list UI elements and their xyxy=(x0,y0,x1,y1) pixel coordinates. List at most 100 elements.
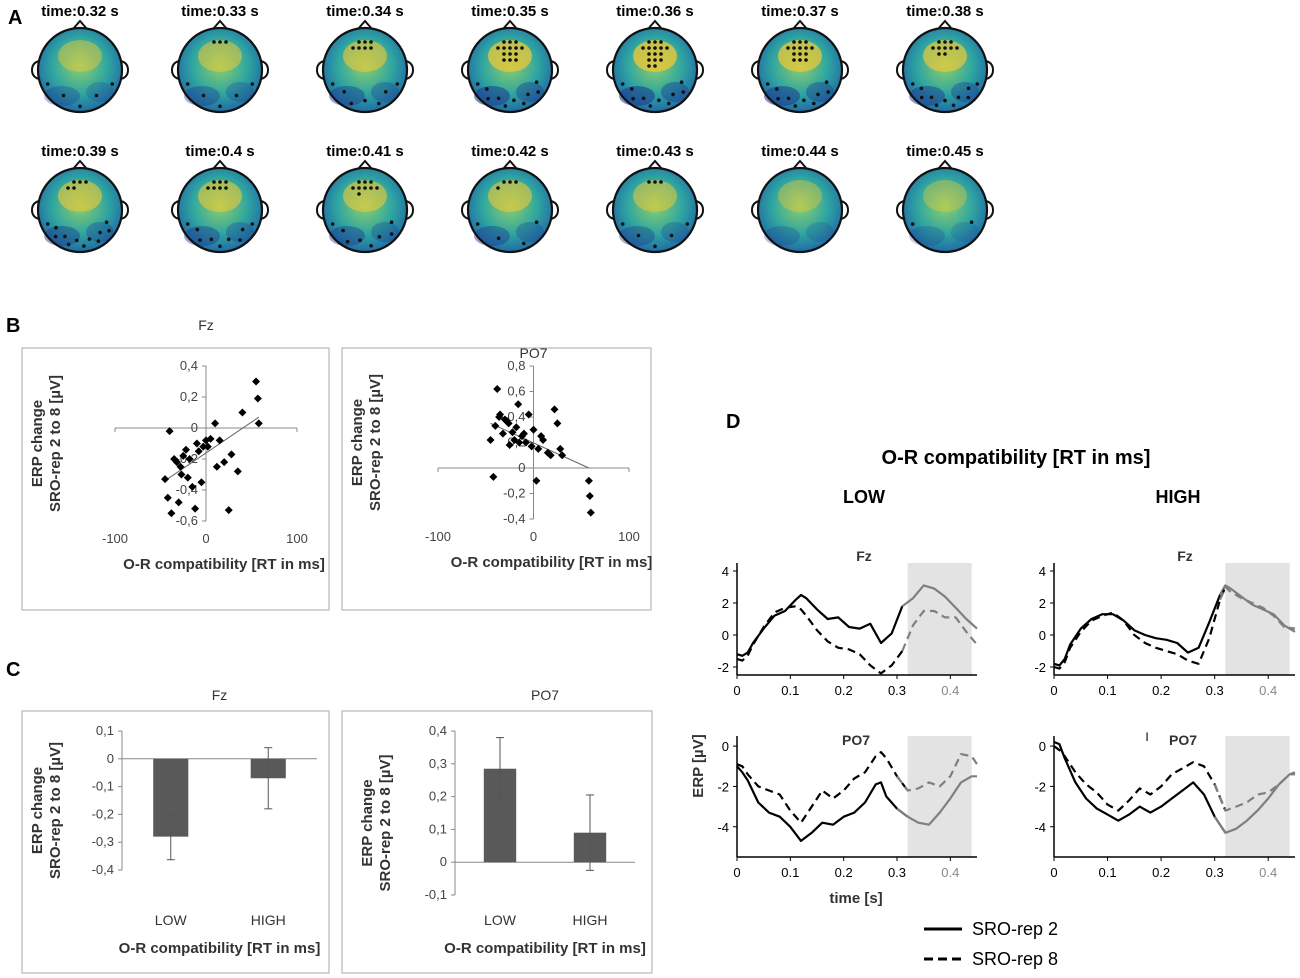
y-axis-label-line1: ERP change xyxy=(359,779,376,866)
topomap-electrode xyxy=(653,180,657,184)
topomap-title: time:0.4 s xyxy=(185,143,254,160)
scatter-point xyxy=(486,435,495,444)
scatter-point xyxy=(206,434,215,443)
x-tick-label: 0.1 xyxy=(1099,865,1117,880)
topomap-head xyxy=(605,19,705,114)
y-tick-label: -0,6 xyxy=(176,513,198,528)
x-tick-label: 0.4 xyxy=(1259,683,1277,698)
topomap-electrode xyxy=(955,46,959,50)
x-tick-label: 0.2 xyxy=(835,865,853,880)
topomap-electrode xyxy=(63,234,67,239)
scatter-point xyxy=(585,492,594,501)
topomap-title: time:0.39 s xyxy=(41,143,119,160)
topomap-title: time:0.42 s xyxy=(471,143,549,160)
y-tick-label: 0,4 xyxy=(507,409,525,424)
topomap-posterior-cold xyxy=(474,86,510,106)
topomap-electrode xyxy=(685,222,690,226)
scatter-point xyxy=(489,472,498,481)
topomap-electrode xyxy=(630,87,634,91)
topomap-electrode xyxy=(357,46,361,50)
scatter-point xyxy=(224,506,233,515)
erp-line-rep8-window xyxy=(896,752,978,792)
x-tick-label: -100 xyxy=(102,531,128,546)
chart-title: PO7 xyxy=(531,687,559,703)
topomap-electrode xyxy=(212,180,216,184)
panel-label-d: D xyxy=(726,411,740,433)
scatter-point xyxy=(215,436,224,445)
topomap-electrode xyxy=(87,237,92,241)
topomap-electrode xyxy=(812,101,816,106)
panel-d-col-low: LOW xyxy=(843,487,885,507)
y-tick-label: -2 xyxy=(717,660,729,675)
topomap-outline xyxy=(611,166,699,254)
topomap-outline xyxy=(36,26,124,114)
topomap-electrode xyxy=(234,93,239,98)
topomap-electrode xyxy=(72,186,76,190)
topomap-electrode xyxy=(536,90,540,94)
scatter-po7-frame xyxy=(341,347,652,611)
y-tick-label: 0 xyxy=(722,739,729,754)
topomap-outline xyxy=(756,26,844,114)
topomap-electrode xyxy=(358,238,362,242)
topomap-electrode xyxy=(377,101,381,106)
scatter-point xyxy=(227,450,236,459)
legend-label-rep8: SRO-rep 8 xyxy=(972,949,1058,969)
scatter-point xyxy=(491,421,500,430)
topomap-left-ear xyxy=(30,60,40,80)
erp-line-rep8-window xyxy=(901,609,978,652)
y-axis-label-line2: SRO-rep 2 to 8 [µV] xyxy=(47,375,64,512)
highlight-window xyxy=(1225,736,1290,857)
topomap-electrode xyxy=(659,58,663,62)
topomap-electrode xyxy=(657,98,661,103)
topomap-outline xyxy=(36,166,124,254)
topomap-electrode xyxy=(502,52,506,56)
scatter-point xyxy=(197,478,206,487)
erp-line-rep2 xyxy=(1053,584,1227,667)
bar-chart-fz: Fz -0,4 -0,3 -0,2 -0,1 0 0,1 LOW HIGH O-R compati… xyxy=(29,687,320,957)
topomap-electrode xyxy=(45,222,50,226)
y-tick-label: 0,2 xyxy=(429,789,447,804)
trend-line xyxy=(164,416,260,482)
topomap-head xyxy=(895,19,995,114)
topomap-electrode xyxy=(804,58,808,62)
scatter-point xyxy=(233,467,242,476)
topomap-electrode xyxy=(475,222,480,226)
topomap-left-ear xyxy=(605,60,615,80)
topomap-electrode xyxy=(659,52,663,56)
topomap-electrode xyxy=(824,80,829,84)
topomap-electrode xyxy=(534,220,539,224)
x-tick-label: 0.1 xyxy=(1099,683,1117,698)
topomap-nose xyxy=(212,19,228,30)
topomap-electrode xyxy=(475,82,480,86)
topomap-electrode xyxy=(369,40,373,44)
topomap-electrode xyxy=(503,104,508,108)
topomap-electrode xyxy=(659,46,663,50)
topomap-electrode xyxy=(937,52,941,56)
topomap-title: time:0.45 s xyxy=(906,143,984,160)
topomap-electrode xyxy=(653,52,657,56)
topomap-electrode xyxy=(653,244,657,249)
x-tick-label: 0.1 xyxy=(781,683,799,698)
scatter-point xyxy=(185,455,194,463)
topomap-electrode xyxy=(78,104,82,109)
x-tick-label: 0.4 xyxy=(1259,865,1277,880)
scatter-point xyxy=(514,400,523,409)
topomap-posterior-cold xyxy=(764,226,800,246)
topomap-electrode xyxy=(514,180,518,184)
scatter-point xyxy=(546,451,555,460)
topomap-outline xyxy=(466,26,554,114)
scatter-point xyxy=(188,482,197,491)
topomap-electrode xyxy=(389,232,394,236)
topomap-electrode xyxy=(636,233,641,238)
scatter-point xyxy=(532,476,541,485)
x-tick-label: 0 xyxy=(733,683,740,698)
scatter-point xyxy=(512,423,521,432)
topomap-nose xyxy=(72,19,88,30)
topomap-electrode xyxy=(786,96,791,101)
category-label: HIGH xyxy=(251,912,286,928)
topomap-electrode xyxy=(792,40,796,44)
topomap-electrode xyxy=(929,95,934,100)
topomap-electrode xyxy=(496,186,500,190)
topomap-right-ear xyxy=(550,200,560,220)
scatter-point xyxy=(553,419,562,428)
